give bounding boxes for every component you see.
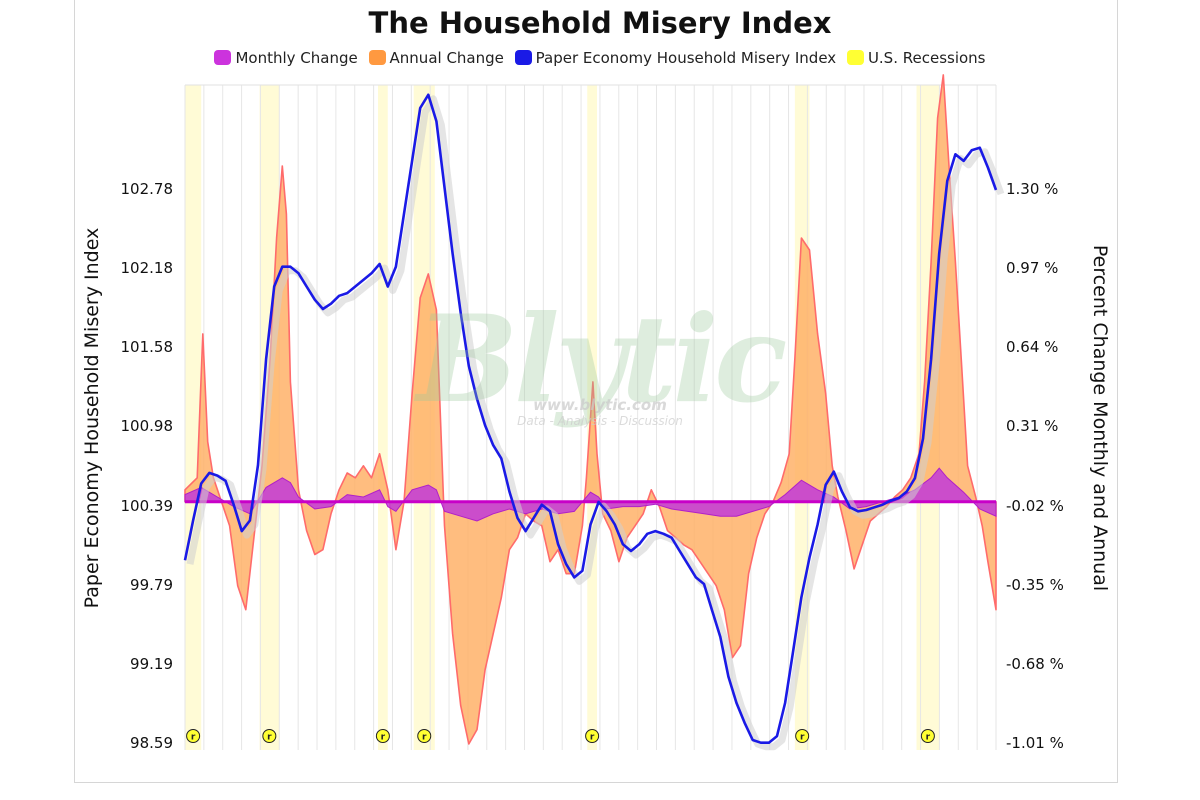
legend-label-recessions: U.S. Recessions (867, 49, 986, 67)
recession-marker-0: r (186, 729, 201, 743)
legend: Monthly Change Annual Change Paper Econo… (0, 49, 1200, 67)
recession-band-0 (185, 85, 202, 750)
y-left-tick-label: 101.58 (120, 338, 174, 357)
legend-label-monthly: Monthly Change (235, 49, 358, 67)
recession-marker-label: r (381, 733, 386, 743)
recession-markers: r r r r r rr (186, 729, 935, 743)
legend-swatch-index (514, 50, 532, 65)
y-left-tick-label: 98.59 (130, 734, 173, 752)
recession-marker-4: r (585, 729, 600, 743)
recession-marker-circle (375, 729, 390, 743)
chart-title: The Household Misery Index (368, 6, 832, 40)
legend-item-monthly[interactable]: Monthly Change (214, 49, 358, 67)
legend-swatch-annual (368, 50, 386, 65)
y-right-tick-label: 0.64 % (1006, 338, 1059, 357)
recession-marker-3: r (417, 729, 432, 743)
y-right-tick-label: -0.02 % (1006, 496, 1064, 515)
recession-marker-circle (920, 729, 935, 743)
index-series (183, 93, 1005, 751)
y-left-tick-label: 102.78 (120, 180, 174, 198)
recession-marker-label: r (422, 733, 427, 743)
legend-label-annual: Annual Change (389, 49, 504, 67)
legend-item-annual[interactable]: Annual Change (368, 49, 504, 67)
recession-marker-circle (417, 729, 432, 743)
y-right-tick-label: 1.30 % (1006, 180, 1059, 198)
recession-marker-label: r (191, 733, 196, 743)
legend-label-index: Paper Economy Household Misery Index (535, 49, 837, 67)
legend-swatch-monthly (214, 50, 232, 65)
recession-marker-label: r (267, 733, 272, 743)
y-right-tick-label: -0.68 % (1006, 654, 1064, 673)
y-right-tick-label: 0.31 % (1006, 417, 1059, 436)
legend-swatch-recessions (846, 50, 864, 65)
recession-marker-6: r (920, 729, 935, 743)
recession-marker-5: r (795, 729, 810, 743)
recession-marker-circle (186, 729, 201, 743)
recession-marker-label: r (590, 733, 595, 743)
y-axis-left-title: Paper Economy Household Misery Index (81, 227, 103, 609)
recession-marker-circle (585, 729, 600, 743)
y-left-tick-label: 100.98 (120, 417, 174, 436)
recession-band-2 (378, 85, 388, 750)
recession-marker-1: r (262, 729, 277, 743)
y-right-tick-label: -0.35 % (1006, 575, 1064, 594)
recession-marker-2: r (375, 729, 390, 743)
recession-marker-circle (795, 729, 810, 743)
y-left-tick-label: 99.79 (130, 575, 173, 594)
legend-item-index[interactable]: Paper Economy Household Misery Index (514, 49, 837, 67)
recession-marker-label: r (800, 733, 805, 743)
recession-marker-circle (262, 729, 277, 743)
y-left-tick-label: 102.18 (120, 259, 174, 278)
y-left-tick-label: 99.19 (130, 654, 173, 673)
y-axis-right-title: Percent Change Monthly and Annual (1089, 244, 1111, 592)
y-right-tick-label: 0.97 % (1006, 259, 1059, 278)
recession-marker-label: r (926, 733, 931, 743)
y-left-tick-label: 100.39 (120, 496, 174, 515)
index-line (183, 93, 998, 744)
grid-lines (184, 84, 997, 750)
legend-item-recessions[interactable]: U.S. Recessions (846, 49, 986, 67)
index-line-shadow (186, 95, 1005, 751)
y-right-tick-label: -1.01 % (1006, 734, 1064, 752)
